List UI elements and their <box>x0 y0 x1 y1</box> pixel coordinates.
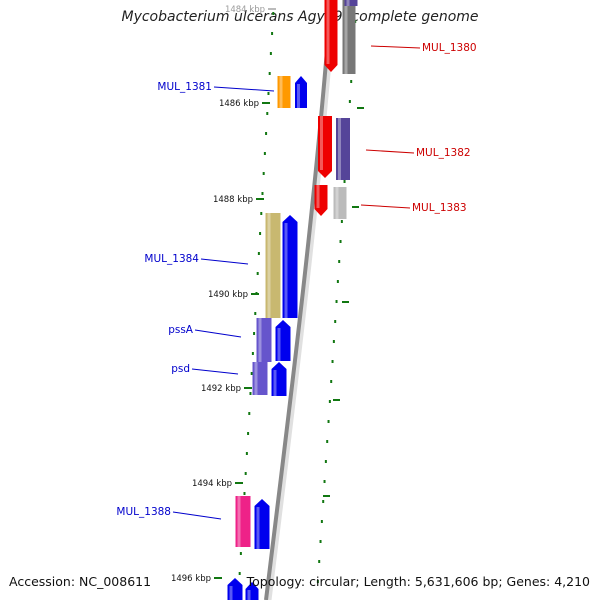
cds-next-left <box>227 578 243 600</box>
backbone-line <box>264 0 333 600</box>
cog-mul-1380 <box>342 0 356 74</box>
gene-label-mul-1388: MUL_1388 <box>116 506 171 518</box>
gene-label-mul-1384: MUL_1384 <box>144 253 199 265</box>
cds-next-left-shine <box>229 586 233 600</box>
cds-psd-shine <box>273 370 277 396</box>
gene-label-mul-1380: MUL_1380 <box>422 42 477 54</box>
cds-mul-1380-shine <box>326 0 330 64</box>
cog-mul-1380-shine <box>344 0 348 74</box>
cds-mul-1381 <box>295 76 307 108</box>
backbone <box>264 0 337 600</box>
cds-mul-1383 <box>314 185 328 216</box>
gene-label-mul-1383: MUL_1383 <box>412 202 467 214</box>
features <box>227 0 358 600</box>
leader-mul-1383 <box>360 204 411 209</box>
cds-mul-1388 <box>254 499 270 549</box>
cds-next-right <box>245 582 259 600</box>
gene-label-pssa: pssA <box>168 324 194 336</box>
tick-label: 1492 kbp <box>201 384 241 394</box>
cog-mul-1380-top-shine <box>346 0 350 6</box>
cog-mul-1388 <box>235 496 251 547</box>
leader-mul-1388 <box>172 511 222 520</box>
tick-label: 1488 kbp <box>213 195 253 205</box>
leader-mul-1384 <box>200 258 249 265</box>
leader-pssa <box>194 329 242 338</box>
leader-mul-1382 <box>365 149 415 154</box>
tick-label: 1494 kbp <box>192 479 232 489</box>
leader-mul-1381 <box>213 86 275 92</box>
cog-mul-1384-shine <box>267 213 271 318</box>
cds-next-right-shine <box>247 590 251 600</box>
cog-pssa-shine <box>258 318 262 362</box>
cds-mul-1384 <box>282 215 298 318</box>
ticks: 1484 kbp 1486 kbp 1488 kbp 1490 kbp 1492 kbp… <box>171 5 276 584</box>
tick-label: 1490 kbp <box>208 290 248 300</box>
gene-label-mul-1381: MUL_1381 <box>157 81 212 93</box>
cds-mul-1384-shine <box>284 223 288 318</box>
gene-label-mul-1382: MUL_1382 <box>416 147 471 159</box>
cds-mul-1380 <box>324 0 338 72</box>
cog-mul-1388-shine <box>237 496 241 547</box>
cds-mul-1383-shine <box>316 185 320 208</box>
cog-mul-1381-shine <box>279 76 283 108</box>
cog-psd <box>252 362 268 395</box>
cds-psd <box>271 362 287 396</box>
topology-summary: Topology: circular; Length: 5,631,606 bp… <box>246 574 590 589</box>
gene-labels: MUL_1380 MUL_1381 MUL_1382 MUL_1383 MUL_1384… <box>116 42 477 520</box>
cog-mul-1383-shine <box>335 187 339 219</box>
cds-mul-1388-shine <box>256 507 260 549</box>
cog-mul-1382-shine <box>338 118 341 180</box>
cog-psd-shine <box>254 362 258 395</box>
cog-mul-1383 <box>333 187 347 219</box>
cog-pssa <box>256 318 272 362</box>
cog-mul-1384 <box>265 213 281 318</box>
cog-mul-1382 <box>336 118 350 180</box>
tick-label: 1496 kbp <box>171 574 211 584</box>
cds-mul-1382-shine <box>320 116 323 170</box>
leader-mul-1380 <box>370 45 421 49</box>
cds-mul-1382 <box>318 116 332 178</box>
tick-label: 1484 kbp <box>225 5 265 15</box>
gene-label-psd: psd <box>171 363 190 375</box>
cog-mul-1381 <box>277 76 291 108</box>
cds-mul-1381-shine <box>297 84 300 108</box>
tick-label: 1486 kbp <box>219 99 259 109</box>
map-title: Mycobacterium ulcerans Agy99, complete g… <box>121 9 479 25</box>
leader-psd <box>191 368 239 375</box>
cds-pssa-shine <box>277 328 281 361</box>
cog-mul-1380-top <box>344 0 358 6</box>
cds-pssa <box>275 320 291 361</box>
accession-label: Accession: NC_008611 <box>9 574 152 589</box>
